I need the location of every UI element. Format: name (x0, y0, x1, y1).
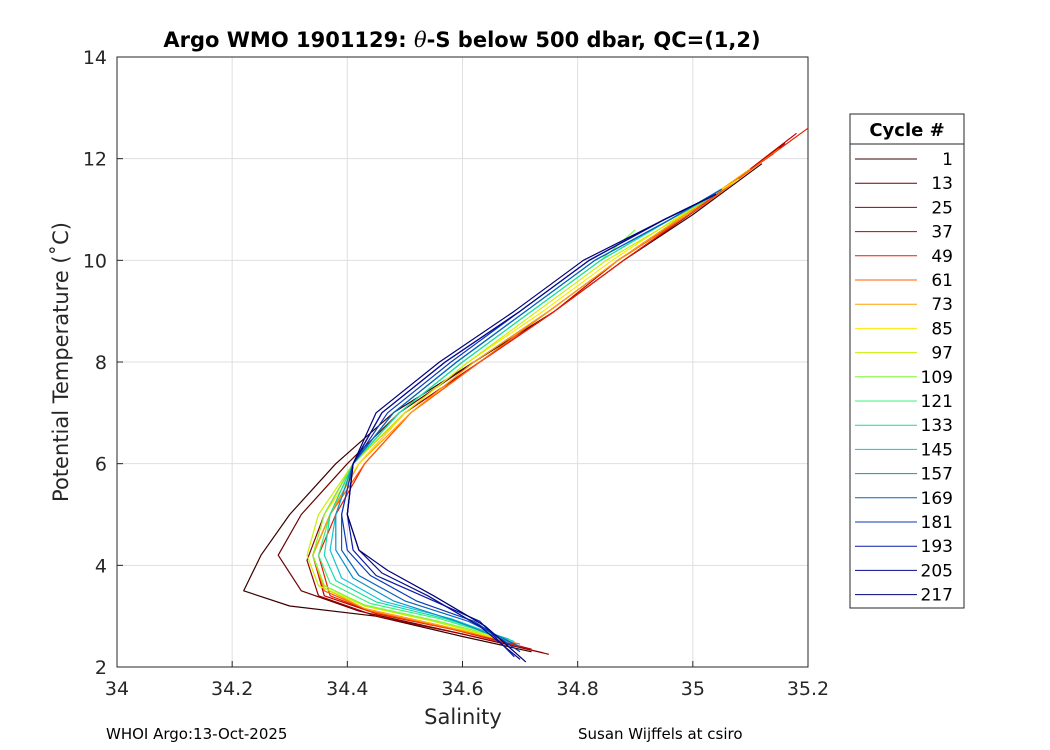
series-line-cycle-145 (329, 188, 722, 643)
legend-label-cycle-157: 157 (921, 465, 953, 485)
chart-title: Argo WMO 1901129: θ-S below 500 dbar, QC… (163, 28, 760, 52)
y-axis-label: Potential Temperature (˚C) (49, 222, 73, 502)
legend-title: Cycle # (869, 120, 944, 141)
series-line-cycle-73 (312, 168, 751, 644)
plot-frame (116, 56, 809, 668)
y-tick-label: 8 (95, 352, 107, 374)
series-line-cycle-169 (341, 188, 722, 648)
legend-label-cycle-205: 205 (921, 561, 953, 581)
y-tick-label: 14 (83, 47, 107, 69)
legend-label-cycle-25: 25 (931, 198, 953, 218)
legend-label-cycle-37: 37 (931, 223, 953, 243)
legend-label-cycle-61: 61 (931, 271, 953, 291)
legend-label-cycle-1: 1 (942, 150, 953, 170)
y-tick-label: 4 (95, 555, 107, 577)
series-line-cycle-37 (312, 132, 797, 650)
x-tick-label: 35 (681, 678, 705, 700)
x-tick-label: 34.8 (557, 678, 599, 700)
legend-label-cycle-85: 85 (931, 319, 953, 339)
legend-label-cycle-169: 169 (921, 489, 953, 509)
footer-source: WHOI Argo:13-Oct-2025 (106, 725, 288, 743)
legend-label-cycle-145: 145 (921, 440, 953, 460)
series-line-cycle-97 (306, 188, 722, 642)
series-lines (243, 127, 809, 663)
x-tick-label: 34.4 (326, 678, 368, 700)
y-tick-label: 12 (83, 149, 107, 171)
series-line-cycle-181 (341, 193, 717, 653)
series-line-cycle-109 (312, 229, 636, 640)
legend-label-cycle-109: 109 (921, 368, 953, 388)
legend-label-cycle-133: 133 (921, 416, 953, 436)
series-line-cycle-49 (317, 127, 809, 648)
x-tick-label: 34.2 (211, 678, 253, 700)
legend-label-cycle-217: 217 (921, 586, 953, 606)
x-tick-label: 35.2 (787, 678, 829, 700)
series-line-cycle-133 (323, 193, 717, 640)
y-tick-label: 10 (83, 250, 107, 272)
series-line-cycle-205 (346, 193, 717, 660)
legend-label-cycle-97: 97 (931, 344, 953, 364)
legend-box (849, 113, 965, 609)
series-line-cycle-193 (346, 193, 717, 658)
y-tick-label: 6 (95, 454, 107, 476)
x-axis-label: Salinity (424, 705, 502, 729)
legend-label-cycle-49: 49 (931, 247, 953, 267)
series-line-cycle-85 (312, 178, 740, 643)
y-tick-label: 2 (95, 657, 107, 679)
series-line-cycle-217 (346, 193, 717, 663)
legend-label-cycle-73: 73 (931, 295, 953, 315)
legend-label-cycle-13: 13 (931, 174, 953, 194)
y-tick-labels: 2 4 6 8 10 12 14 (83, 47, 107, 679)
legend-label-cycle-193: 193 (921, 537, 953, 557)
legend-label-cycle-121: 121 (921, 392, 953, 412)
legend: Cycle # 1 13 25 37 49 61 73 85 97 109 121 133 145 157… (849, 113, 965, 609)
legend-label-cycle-181: 181 (921, 513, 953, 533)
x-tick-labels: 34 34.2 34.4 34.6 34.8 35 35.2 (105, 678, 829, 700)
x-tick-label: 34 (105, 678, 129, 700)
footer-credit: Susan Wijffels at csiro (578, 725, 743, 743)
series-line-cycle-157 (335, 188, 722, 645)
series-line-cycle-121 (317, 193, 717, 640)
legend-entries: 1 13 25 37 49 61 73 85 97 109 121 133 145 157 169 181 19… (855, 150, 953, 606)
series-line-cycle-25 (306, 142, 786, 655)
series-line-cycle-61 (312, 148, 780, 645)
x-tick-label: 34.6 (441, 678, 483, 700)
